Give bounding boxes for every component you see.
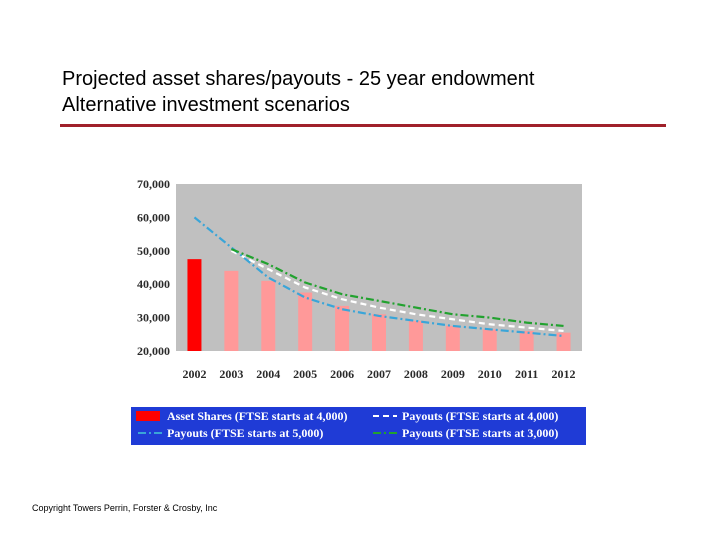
y-tick-label: 20,000 [137, 344, 170, 358]
y-axis-ticks: 20,000 30,000 40,000 50,000 60,000 70,000 [137, 177, 170, 358]
y-tick-label: 30,000 [137, 311, 170, 325]
x-tick-label: 2005 [293, 367, 317, 381]
asset-share-bar [187, 259, 202, 351]
slide-title-line-2: Alternative investment scenarios [62, 94, 350, 116]
x-tick-label: 2004 [256, 367, 280, 381]
asset-share-bar [445, 325, 460, 351]
x-tick-label: 2011 [515, 367, 538, 381]
x-tick-label: 2003 [219, 367, 243, 381]
y-tick-label: 70,000 [137, 177, 170, 191]
title-divider [60, 124, 666, 127]
x-tick-label: 2008 [404, 367, 428, 381]
asset-share-bar [408, 320, 423, 351]
chart-legend: Asset Shares (FTSE starts at 4,000) Payou… [131, 407, 586, 445]
legend-entry: Payouts (FTSE starts at 5,000) [167, 426, 323, 440]
asset-share-bars [187, 259, 571, 351]
payout-lines [193, 216, 564, 338]
asset-share-bar [224, 270, 239, 351]
legend-swatch [136, 411, 160, 421]
legend-entry: Asset Shares (FTSE starts at 4,000) [167, 409, 347, 423]
payout-line [230, 249, 564, 333]
x-tick-label: 2009 [441, 367, 465, 381]
asset-share-bar [482, 329, 497, 351]
slide-title: Projected asset shares/payouts - 25 year… [62, 66, 534, 118]
payout-line [230, 248, 564, 328]
copyright-notice: Copyright Towers Perrin, Forster & Crosb… [32, 503, 218, 513]
asset-share-bar [556, 332, 571, 351]
x-tick-label: 2002 [182, 367, 206, 381]
legend-box [131, 407, 586, 445]
x-tick-label: 2007 [367, 367, 391, 381]
payout-line [193, 216, 564, 338]
y-tick-label: 50,000 [137, 244, 170, 258]
x-tick-label: 2006 [330, 367, 354, 381]
x-tick-label: 2012 [552, 367, 576, 381]
asset-share-bar [372, 314, 386, 351]
x-tick-label: 2010 [478, 367, 502, 381]
y-tick-label: 40,000 [137, 277, 170, 291]
y-tick-label: 60,000 [137, 210, 170, 224]
legend-entry: Payouts (FTSE starts at 4,000) [402, 409, 558, 423]
x-axis-ticks: 2002 2003 2004 2005 2006 2007 2008 2009 2010 2011… [182, 367, 575, 381]
asset-share-bar [335, 305, 350, 351]
slide-title-line-1: Projected asset shares/payouts - 25 year… [62, 68, 535, 90]
asset-share-bar [298, 292, 313, 351]
legend-entry: Payouts (FTSE starts at 3,000) [402, 426, 558, 440]
asset-share-bar [261, 280, 276, 351]
asset-share-bar [519, 330, 534, 351]
